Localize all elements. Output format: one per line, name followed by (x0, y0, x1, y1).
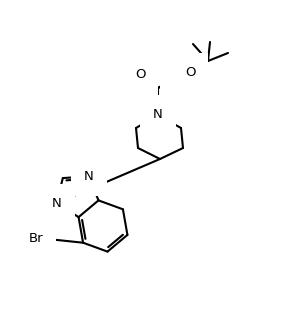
Text: O: O (173, 70, 183, 82)
Text: Br: Br (28, 232, 43, 245)
Text: N: N (84, 170, 94, 183)
Text: N: N (52, 197, 61, 210)
Text: N: N (153, 108, 163, 121)
Text: O: O (185, 66, 195, 80)
Text: O: O (135, 69, 145, 82)
